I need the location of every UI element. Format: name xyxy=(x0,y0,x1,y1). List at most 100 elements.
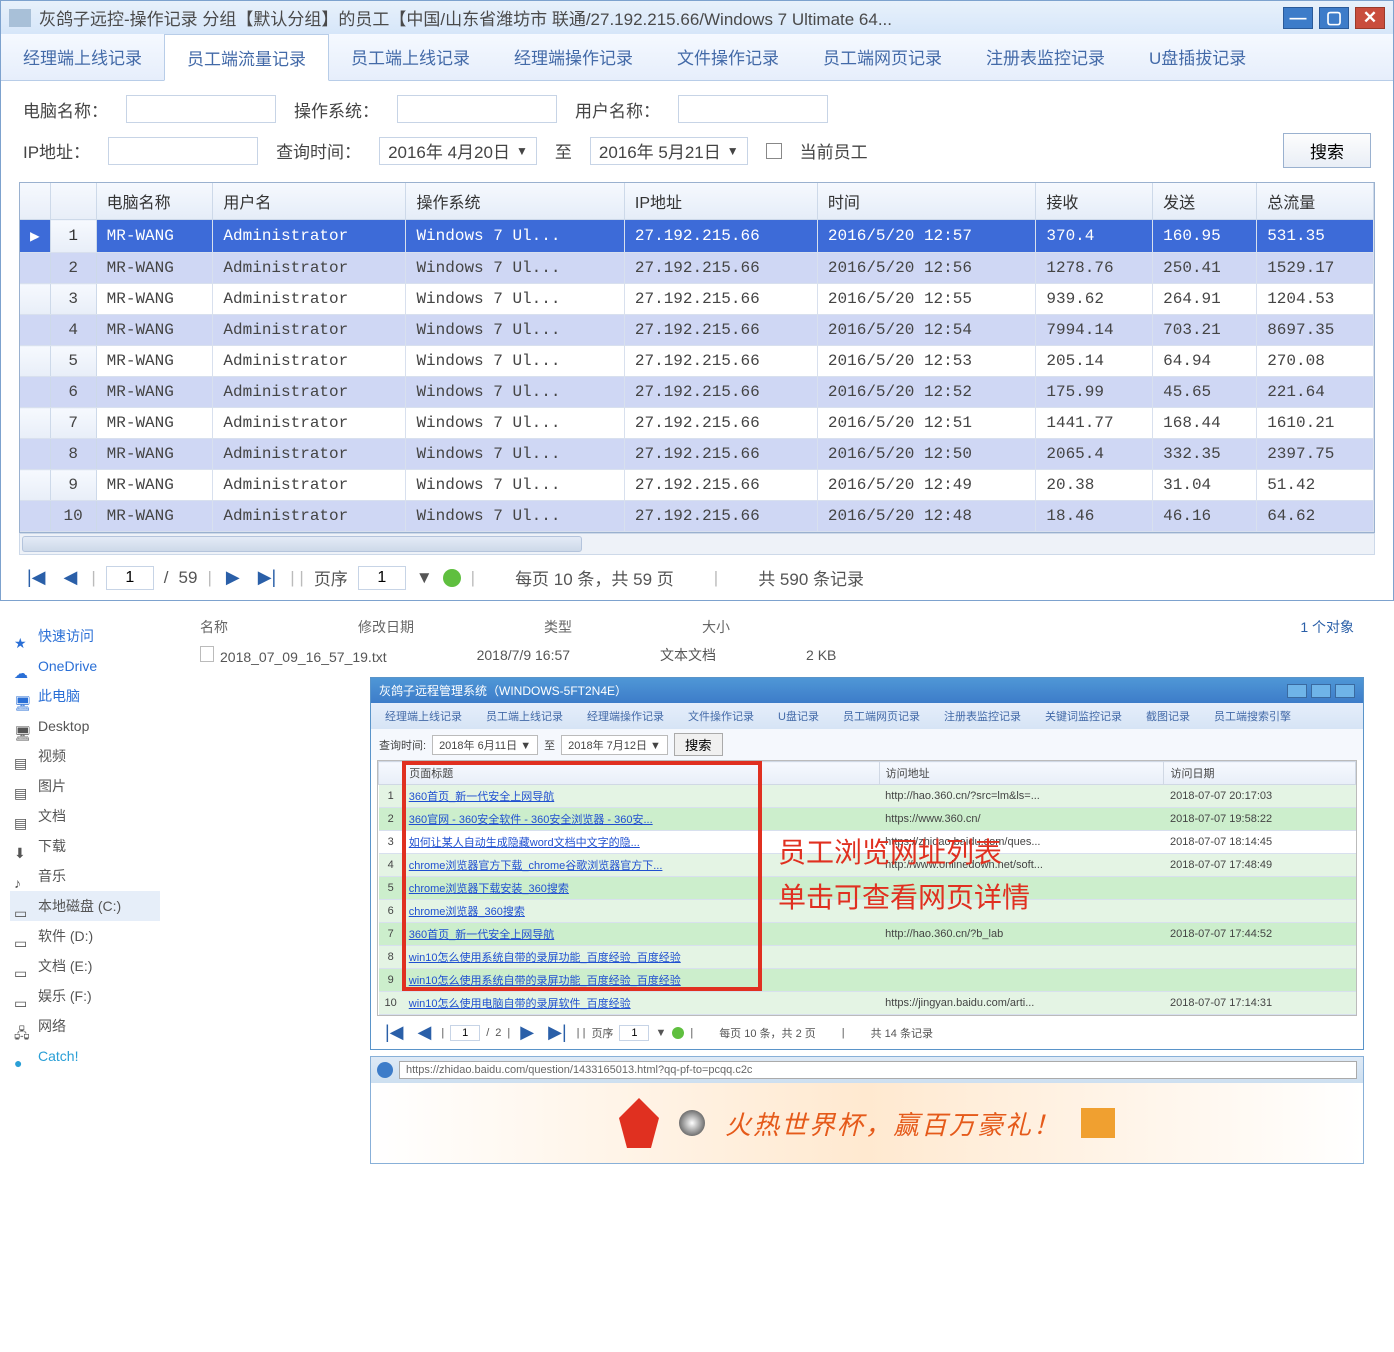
table-row[interactable]: 9MR-WANGAdministratorWindows 7 Ul...27.1… xyxy=(20,470,1374,501)
url-title-link[interactable]: win10怎么使用电脑自带的录屏软件_百度经验 xyxy=(409,998,631,1010)
embed-tab[interactable]: 经理端操作记录 xyxy=(577,705,674,727)
sidebar-item[interactable]: ♪音乐 xyxy=(10,861,160,891)
url-row[interactable]: 2360官网 - 360安全软件 - 360安全浏览器 - 360安...htt… xyxy=(379,808,1356,831)
tab-7[interactable]: U盘插拔记录 xyxy=(1127,34,1268,80)
os-input[interactable] xyxy=(397,95,557,123)
url-row[interactable]: 4chrome浏览器官方下载_chrome谷歌浏览器官方下...http://w… xyxy=(379,854,1356,877)
file-row[interactable]: 2018_07_09_16_57_19.txt 2018/7/9 16:57 文… xyxy=(170,641,1394,669)
search-button[interactable]: 搜索 xyxy=(1283,133,1371,168)
embed-first-button[interactable]: |◀ xyxy=(381,1022,408,1043)
tab-4[interactable]: 文件操作记录 xyxy=(655,34,801,80)
embed-min-button[interactable] xyxy=(1287,684,1307,698)
url-title-link[interactable]: 360官网 - 360安全软件 - 360安全浏览器 - 360安... xyxy=(409,814,653,826)
embed-tab[interactable]: 员工端搜索引擎 xyxy=(1204,705,1301,727)
sidebar-item[interactable]: 🖧网络 xyxy=(10,1011,160,1041)
column-header[interactable]: 发送 xyxy=(1153,183,1257,220)
url-row[interactable]: 10win10怎么使用电脑自带的录屏软件_百度经验https://jingyan… xyxy=(379,992,1356,1015)
embed-order-input[interactable] xyxy=(619,1025,649,1041)
sidebar-item[interactable]: ▭软件 (D:) xyxy=(10,921,160,951)
horizontal-scrollbar[interactable] xyxy=(19,533,1375,555)
embed-tab[interactable]: 员工端上线记录 xyxy=(476,705,573,727)
column-header[interactable] xyxy=(50,183,96,220)
url-title-link[interactable]: win10怎么使用系统自带的录屏功能_百度经验_百度经验 xyxy=(409,975,681,987)
data-grid[interactable]: 电脑名称用户名操作系统IP地址时间接收发送总流量▶1MR-WANGAdminis… xyxy=(19,182,1375,533)
url-title-link[interactable]: chrome浏览器下载安装_360搜索 xyxy=(409,883,569,895)
explorer-header[interactable]: 类型 xyxy=(544,617,572,637)
minimize-button[interactable]: — xyxy=(1283,7,1313,29)
table-row[interactable]: 2MR-WANGAdministratorWindows 7 Ul...27.1… xyxy=(20,253,1374,284)
embed-tab[interactable]: 经理端上线记录 xyxy=(375,705,472,727)
url-table[interactable]: 页面标题访问地址访问日期1360首页_新一代安全上网导航http://hao.3… xyxy=(377,760,1357,1016)
url-title-link[interactable]: 360首页_新一代安全上网导航 xyxy=(409,791,554,803)
sidebar-item[interactable]: 🖥Desktop xyxy=(10,711,160,741)
embed-tab[interactable]: U盘记录 xyxy=(768,705,829,727)
pc-name-input[interactable] xyxy=(126,95,276,123)
embed-tab[interactable]: 关键词监控记录 xyxy=(1035,705,1132,727)
embedded-titlebar[interactable]: 灰鸽子远程管理系统（WINDOWS-5FT2N4E） xyxy=(371,678,1363,703)
url-title-link[interactable]: chrome浏览器官方下载_chrome谷歌浏览器官方下... xyxy=(409,860,663,872)
embed-next-button[interactable]: ▶ xyxy=(516,1022,538,1043)
url-row[interactable]: 5chrome浏览器下载安装_360搜索 xyxy=(379,877,1356,900)
url-column-header[interactable]: 访问地址 xyxy=(879,762,1164,785)
order-caret-icon[interactable]: ▼ xyxy=(416,568,433,588)
column-header[interactable]: 时间 xyxy=(817,183,1035,220)
embed-date-to[interactable]: 2018年 7月12日 ▼ xyxy=(561,735,668,755)
url-title-link[interactable]: 如何让某人自动生成隐藏word文档中文字的隐... xyxy=(409,837,640,849)
url-row[interactable]: 1360首页_新一代安全上网导航http://hao.360.cn/?src=l… xyxy=(379,785,1356,808)
sidebar-item[interactable]: ⬇下载 xyxy=(10,831,160,861)
column-header[interactable] xyxy=(20,183,50,220)
url-column-header[interactable]: 访问日期 xyxy=(1164,762,1356,785)
url-row[interactable]: 6chrome浏览器_360搜索 xyxy=(379,900,1356,923)
url-title-link[interactable]: win10怎么使用系统自带的录屏功能_百度经验_百度经验 xyxy=(409,952,681,964)
tab-0[interactable]: 经理端上线记录 xyxy=(1,34,164,80)
current-employee-checkbox[interactable] xyxy=(766,143,782,159)
embed-tab[interactable]: 员工端网页记录 xyxy=(833,705,930,727)
embed-tab[interactable]: 注册表监控记录 xyxy=(934,705,1031,727)
close-button[interactable]: ✕ xyxy=(1355,7,1385,29)
sidebar-item[interactable]: ▤视频 xyxy=(10,741,160,771)
explorer-header[interactable]: 大小 xyxy=(702,617,730,637)
first-page-button[interactable]: |◀ xyxy=(23,567,50,588)
url-column-header[interactable]: 页面标题 xyxy=(403,762,879,785)
refresh-icon[interactable] xyxy=(443,569,461,587)
sidebar-item[interactable]: ▤图片 xyxy=(10,771,160,801)
url-title-link[interactable]: 360首页_新一代安全上网导航 xyxy=(409,929,554,941)
address-bar[interactable]: https://zhidao.baidu.com/question/143316… xyxy=(399,1061,1357,1079)
prev-page-button[interactable]: ◀ xyxy=(60,567,82,588)
tab-3[interactable]: 经理端操作记录 xyxy=(492,34,655,80)
table-row[interactable]: 8MR-WANGAdministratorWindows 7 Ul...27.1… xyxy=(20,439,1374,470)
table-row[interactable]: 6MR-WANGAdministratorWindows 7 Ul...27.1… xyxy=(20,377,1374,408)
url-column-header[interactable] xyxy=(379,762,403,785)
user-input[interactable] xyxy=(678,95,828,123)
column-header[interactable]: 总流量 xyxy=(1257,183,1374,220)
date-to-picker[interactable]: 2016年 5月21日▼ xyxy=(590,137,748,165)
table-row[interactable]: 7MR-WANGAdministratorWindows 7 Ul...27.1… xyxy=(20,408,1374,439)
tab-5[interactable]: 员工端网页记录 xyxy=(801,34,964,80)
column-header[interactable]: 用户名 xyxy=(213,183,406,220)
tab-6[interactable]: 注册表监控记录 xyxy=(964,34,1127,80)
embed-close-button[interactable] xyxy=(1335,684,1355,698)
embed-page-input[interactable] xyxy=(450,1025,480,1041)
url-title-link[interactable]: chrome浏览器_360搜索 xyxy=(409,906,525,918)
embed-refresh-icon[interactable] xyxy=(672,1027,684,1039)
embed-date-from[interactable]: 2018年 6月11日 ▼ xyxy=(432,735,538,755)
sidebar-item[interactable]: ▭文档 (E:) xyxy=(10,951,160,981)
column-header[interactable]: 接收 xyxy=(1036,183,1153,220)
order-input[interactable] xyxy=(358,566,406,590)
last-page-button[interactable]: ▶| xyxy=(254,567,281,588)
ip-input[interactable] xyxy=(108,137,258,165)
sidebar-item[interactable]: ★快速访问 xyxy=(10,621,160,651)
sidebar-item[interactable]: ▭本地磁盘 (C:) xyxy=(10,891,160,921)
tab-1[interactable]: 员工端流量记录 xyxy=(164,34,329,81)
explorer-header[interactable]: 名称 xyxy=(200,617,228,637)
table-row[interactable]: 4MR-WANGAdministratorWindows 7 Ul...27.1… xyxy=(20,315,1374,346)
sidebar-item[interactable]: ●Catch! xyxy=(10,1041,160,1071)
explorer-header[interactable]: 修改日期 xyxy=(358,617,414,637)
table-row[interactable]: 10MR-WANGAdministratorWindows 7 Ul...27.… xyxy=(20,501,1374,532)
maximize-button[interactable]: ▢ xyxy=(1319,7,1349,29)
column-header[interactable]: 电脑名称 xyxy=(96,183,213,220)
table-row[interactable]: ▶1MR-WANGAdministratorWindows 7 Ul...27.… xyxy=(20,220,1374,253)
url-row[interactable]: 7360首页_新一代安全上网导航http://hao.360.cn/?b_lab… xyxy=(379,923,1356,946)
date-from-picker[interactable]: 2016年 4月20日▼ xyxy=(379,137,537,165)
embed-tab[interactable]: 文件操作记录 xyxy=(678,705,764,727)
